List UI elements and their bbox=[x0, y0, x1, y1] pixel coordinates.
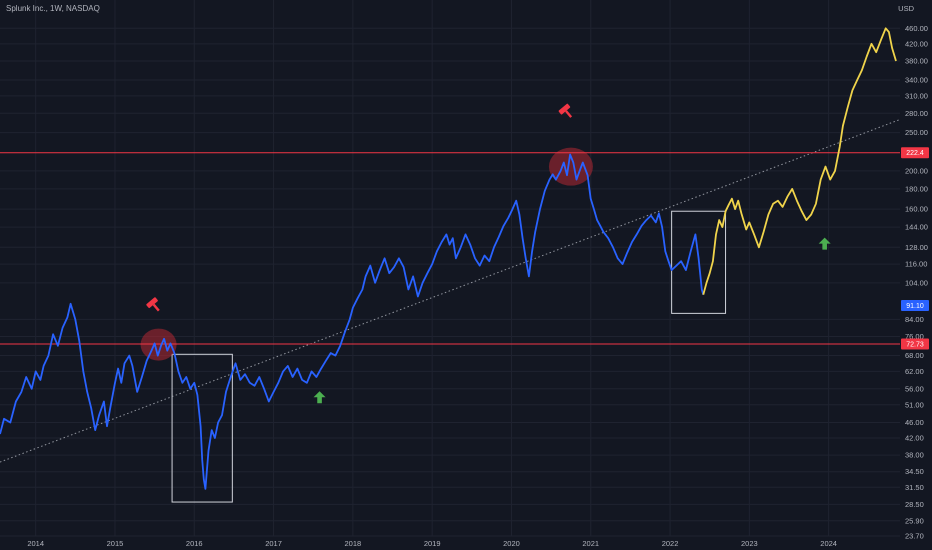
trendline bbox=[0, 119, 901, 463]
y-tick-label: 180.00 bbox=[905, 184, 928, 193]
y-tick-label: 38.00 bbox=[905, 451, 924, 460]
markers bbox=[146, 103, 831, 404]
y-tick-label: 460.00 bbox=[905, 24, 928, 33]
y-tick-label: 25.90 bbox=[905, 516, 924, 525]
horizontal-line-price-tag-bg bbox=[901, 338, 929, 350]
price-line bbox=[0, 153, 705, 490]
x-tick-label: 2024 bbox=[820, 539, 837, 548]
y-tick-label: 104.00 bbox=[905, 278, 928, 287]
price-axis[interactable]: 23.70 25.90 28.50 31.50 34.50 38.00 42.00 46.00… bbox=[905, 24, 928, 541]
y-tick-label: 42.00 bbox=[905, 434, 924, 443]
x-tick-label: 2021 bbox=[582, 539, 599, 548]
y-tick-label: 28.50 bbox=[905, 500, 924, 509]
y-tick-label: 76.00 bbox=[905, 332, 924, 341]
y-tick-label: 420.00 bbox=[905, 39, 928, 48]
x-tick-label: 2018 bbox=[345, 539, 362, 548]
price-line bbox=[702, 27, 897, 295]
y-tick-label: 31.50 bbox=[905, 483, 924, 492]
y-tick-label: 51.00 bbox=[905, 400, 924, 409]
last-price-tag: 91.10 bbox=[906, 303, 924, 310]
y-tick-label: 46.00 bbox=[905, 418, 924, 427]
time-axis[interactable]: 2014 2015 2016 2017 2018 2019 2020 2021 2022 2023… bbox=[27, 539, 837, 548]
y-tick-label: 84.00 bbox=[905, 315, 924, 324]
box-annotation bbox=[171, 353, 233, 503]
y-tick-label: 280.00 bbox=[905, 109, 928, 118]
x-tick-label: 2014 bbox=[27, 539, 44, 548]
x-tick-label: 2015 bbox=[107, 539, 124, 548]
x-tick-label: 2019 bbox=[424, 539, 441, 548]
arrow-up-icon bbox=[818, 237, 831, 250]
x-tick-label: 2016 bbox=[186, 539, 203, 548]
box-annotations bbox=[171, 210, 727, 503]
box-annotation bbox=[671, 210, 727, 314]
hammer-head bbox=[146, 297, 158, 309]
y-tick-label: 116.00 bbox=[905, 260, 927, 269]
y-tick-label: 160.00 bbox=[905, 205, 928, 214]
y-tick-label: 380.00 bbox=[905, 56, 928, 65]
trendline-segment bbox=[0, 119, 901, 463]
x-tick-label: 2023 bbox=[741, 539, 758, 548]
horizontal-lines bbox=[0, 152, 900, 345]
y-tick-label: 310.00 bbox=[905, 91, 928, 100]
currency-label: USD bbox=[898, 4, 914, 13]
y-tick-label: 144.00 bbox=[905, 223, 928, 232]
x-tick-label: 2022 bbox=[662, 539, 679, 548]
circle-annotation bbox=[548, 147, 593, 186]
arrow-up-icon bbox=[313, 391, 326, 404]
hammer-handle bbox=[152, 303, 160, 312]
hammer-handle bbox=[565, 110, 573, 118]
price-tags: 222.4 72.73 91.10 bbox=[901, 147, 929, 350]
y-tick-label: 68.00 bbox=[905, 351, 924, 360]
y-tick-label: 56.00 bbox=[905, 384, 924, 393]
last-price-tag-bg bbox=[901, 299, 929, 311]
y-tick-label: 340.00 bbox=[905, 76, 928, 85]
x-tick-label: 2020 bbox=[503, 539, 520, 548]
y-tick-label: 23.70 bbox=[905, 532, 924, 541]
horizontal-line-price-tag-bg bbox=[901, 147, 929, 159]
y-tick-label: 62.00 bbox=[905, 367, 924, 376]
horizontal-line-price-tag: 222.4 bbox=[906, 150, 924, 157]
hammer-icon bbox=[558, 103, 573, 118]
x-tick-label: 2017 bbox=[265, 539, 282, 548]
horizontal-line-price-tag: 72.73 bbox=[906, 342, 924, 349]
y-tick-label: 200.00 bbox=[905, 166, 928, 175]
y-tick-label: 128.00 bbox=[905, 243, 928, 252]
price-series bbox=[0, 27, 897, 490]
y-tick-label: 250.00 bbox=[905, 128, 928, 137]
y-tick-label: 34.50 bbox=[905, 467, 924, 476]
symbol-title: Splunk Inc., 1W, NASDAQ bbox=[6, 4, 100, 13]
hammer-icon bbox=[146, 297, 160, 312]
hammer-head bbox=[558, 103, 571, 115]
